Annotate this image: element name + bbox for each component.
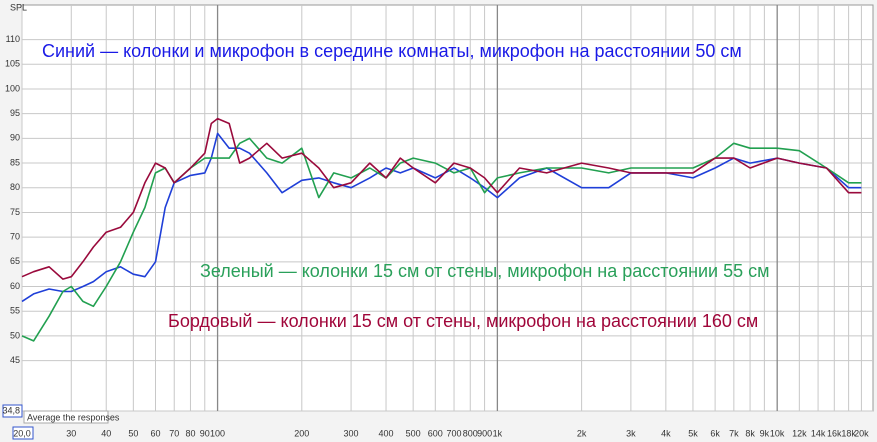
y-tick-label: 105 [5, 59, 20, 69]
y-tick-label: 65 [10, 256, 20, 266]
x-tick-label: 500 [406, 428, 421, 438]
x-tick-label: 60 [150, 428, 160, 438]
y-tick-label: 70 [10, 232, 20, 242]
x-tick-label: 800 [463, 428, 478, 438]
x-tick-label: 700 [447, 428, 462, 438]
x-tick-label: 70 [169, 428, 179, 438]
y-tick-label: 95 [10, 108, 20, 118]
x-tick-label: 600 [428, 428, 443, 438]
annotation: Зеленый — колонки 15 см от стены, микроф… [200, 261, 770, 281]
overlay-box [23, 410, 109, 424]
annotation: Синий — колонки и микрофон в середине ко… [42, 41, 742, 61]
x-tick-label: 300 [344, 428, 359, 438]
y-tick-label: 75 [10, 207, 20, 217]
x-tick-label: 8k [745, 428, 755, 438]
x-tick-label: 400 [379, 428, 394, 438]
y-tick-label: 34,8 [2, 405, 20, 415]
y-tick-label: 90 [10, 133, 20, 143]
x-tick-label: 10k [770, 428, 785, 438]
series-line [21, 132, 862, 303]
y-tick-label: 45 [10, 355, 20, 365]
x-tick-label: 1k [493, 428, 503, 438]
tick-box [2, 404, 23, 418]
x-tick-label: 100 [210, 428, 225, 438]
series-line [21, 137, 862, 342]
x-tick-label: 14k [811, 428, 826, 438]
annotation: Бордовый — колонки 15 см от стены, микро… [168, 311, 758, 331]
y-tick-label: 80 [10, 182, 20, 192]
x-tick-label: 90 [200, 428, 210, 438]
x-tick-label: 9k [760, 428, 770, 438]
y-tick-label: 60 [10, 281, 20, 291]
tick-box [12, 426, 34, 440]
x-tick-label: 20,0 [13, 428, 31, 438]
y-tick-label: 55 [10, 306, 20, 316]
x-tick-label: 40 [101, 428, 111, 438]
y-tick-label: 50 [10, 330, 20, 340]
x-tick-label: 20k [854, 428, 869, 438]
x-tick-label: 7k [729, 428, 739, 438]
x-tick-label: 6k [710, 428, 720, 438]
x-tick-label: 200 [294, 428, 309, 438]
x-tick-label: 2k [577, 428, 587, 438]
y-tick-label: 85 [10, 157, 20, 167]
x-tick-label: 16k [827, 428, 842, 438]
y-tick-label: 110 [6, 34, 20, 44]
x-tick-label: 30 [66, 428, 76, 438]
plot-area [21, 4, 874, 412]
overlay-label: Average the responses [27, 412, 120, 422]
x-tick-label: 80 [185, 428, 195, 438]
y-tick-label: 100 [5, 83, 20, 93]
y-axis-label: SPL [10, 2, 27, 12]
x-tick-label: 900 [477, 428, 492, 438]
x-tick-label: 4k [661, 428, 671, 438]
x-tick-label: 18k [841, 428, 856, 438]
x-tick-label: 5k [688, 428, 698, 438]
x-tick-label: 12k [792, 428, 807, 438]
x-tick-label: 50 [128, 428, 138, 438]
x-tick-label: 3k [626, 428, 636, 438]
series-line [21, 117, 862, 280]
